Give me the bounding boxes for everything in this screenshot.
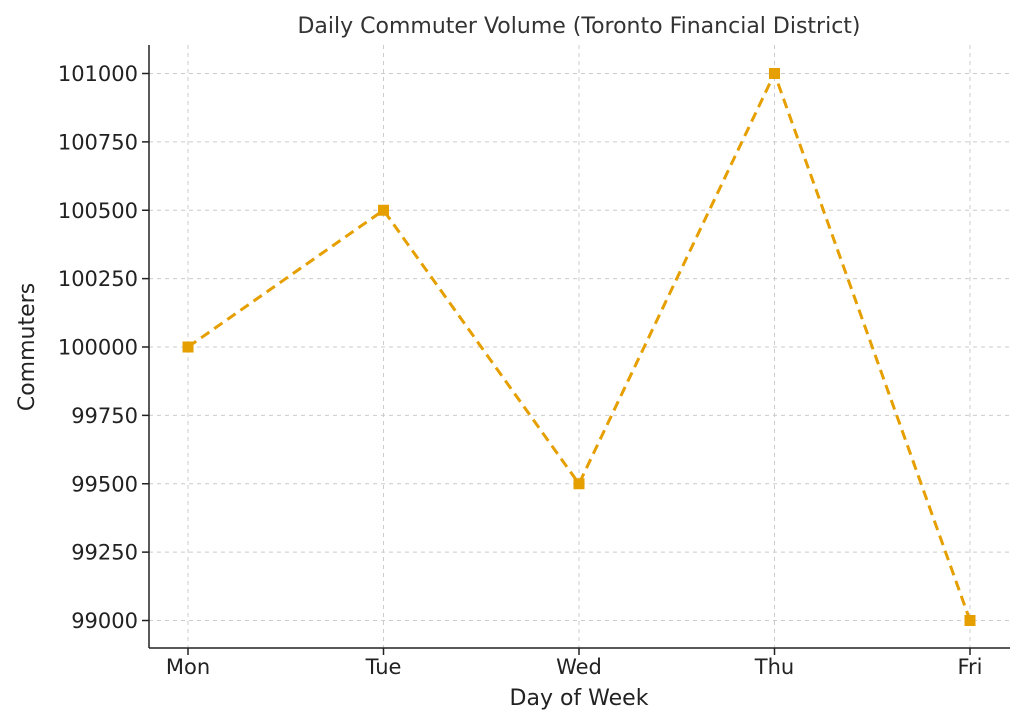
- data-point: [182, 341, 194, 353]
- chart-title: Daily Commuter Volume (Toronto Financial…: [297, 14, 860, 39]
- series-line: [187, 69, 972, 622]
- x-tick-label: Tue: [365, 655, 402, 679]
- y-tick-label: 101000: [58, 62, 138, 86]
- y-tick-label: 100500: [58, 199, 138, 223]
- y-tick-label: 99500: [71, 472, 138, 496]
- x-tick-label: Mon: [166, 655, 210, 679]
- grid: [149, 45, 1010, 648]
- data-point: [769, 68, 780, 79]
- y-tick-label: 100000: [58, 336, 138, 360]
- y-tick-label: 99250: [71, 541, 138, 565]
- data-point: [964, 615, 976, 626]
- y-tick-label: 100750: [58, 130, 138, 154]
- y-tick-label: 100250: [58, 267, 138, 291]
- x-axis-label: Day of Week: [510, 686, 649, 711]
- y-axis-label: Commuters: [15, 283, 40, 411]
- x-tick-label: Wed: [556, 655, 602, 679]
- data-point: [573, 478, 585, 490]
- x-tick-label: Thu: [754, 655, 794, 679]
- data-point: [378, 204, 389, 216]
- x-tick-label: Fri: [957, 655, 982, 679]
- series: [182, 68, 976, 626]
- y-tick-label: 99750: [71, 404, 138, 428]
- y-tick-label: 99000: [71, 609, 138, 633]
- ticks: 99000 99250 99500 99750 100000 100250 100500 10…: [58, 62, 983, 679]
